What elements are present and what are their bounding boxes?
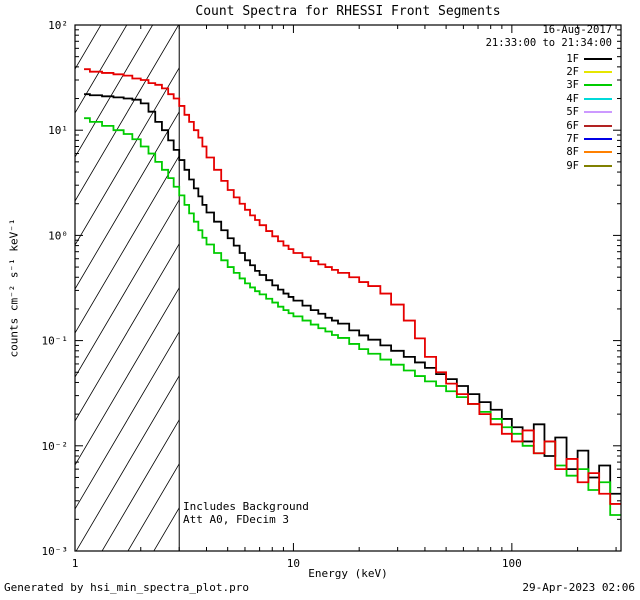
legend-line-swatch <box>584 164 612 167</box>
page-title: Count Spectra for RHESSI Front Segments <box>195 4 501 19</box>
legend-line-swatch <box>584 124 612 127</box>
series-group <box>84 68 621 516</box>
plot-frame <box>74 24 622 552</box>
legend-label: 7F <box>566 133 579 146</box>
y-tick-label: 10⁰ <box>48 229 68 242</box>
x-tick-label: 10 <box>287 557 300 570</box>
plot-notes: Includes Background Att A0, FDecim 3 <box>183 500 309 526</box>
y-tick-label: 10⁻² <box>42 440 69 453</box>
legend-label: 1F <box>566 52 579 65</box>
legend-label: 4F <box>566 92 579 105</box>
x-tick-label: 1 <box>72 557 79 570</box>
note-background: Includes Background <box>183 500 309 513</box>
y-tick-label: 10¹ <box>48 124 68 137</box>
legend-line-swatch <box>584 151 612 154</box>
y-tick-label: 10⁻¹ <box>42 335 69 348</box>
legend-line-swatch <box>584 57 612 60</box>
legend-entry-2f: 2F <box>566 65 612 78</box>
legend-line-swatch <box>584 71 612 74</box>
observation-date: 16-Aug-2017 <box>542 24 612 36</box>
legend-entry-7f: 7F <box>566 132 612 145</box>
legend-label: 3F <box>566 79 579 92</box>
y-axis-label: counts cm⁻² s⁻¹ keV⁻¹ <box>7 218 21 358</box>
y-tick-label: 10⁻³ <box>42 545 69 558</box>
y-tick-label: 10² <box>48 19 68 32</box>
legend-line-swatch <box>584 97 612 100</box>
legend-entry-9f: 9F <box>566 159 612 172</box>
legend-line-swatch <box>584 84 612 87</box>
series-6F-curve <box>84 68 621 505</box>
observation-datetime: 16-Aug-2017 21:33:00 to 21:34:00 <box>486 24 612 50</box>
legend-label: 9F <box>566 159 579 172</box>
x-tick-label: 100 <box>502 557 522 570</box>
series-3F-curve <box>84 117 621 516</box>
legend-label: 5F <box>566 106 579 119</box>
legend-line-swatch <box>584 111 612 114</box>
legend-label: 6F <box>566 119 579 132</box>
legend-entry-8f: 8F <box>566 146 612 159</box>
hatch-region <box>75 25 180 551</box>
legend-entry-4f: 4F <box>566 92 612 105</box>
legend-entry-3f: 3F <box>566 79 612 92</box>
generated-timestamp: 29-Apr-2023 02:06 <box>522 581 635 594</box>
legend-entry-6f: 6F <box>566 119 612 132</box>
legend-entry-5f: 5F <box>566 106 612 119</box>
legend-label: 2F <box>566 66 579 79</box>
observation-time-range: 21:33:00 to 21:34:00 <box>485 37 612 49</box>
detector-legend: 1F 2F 3F 4F 5F 6F 7F 8F 9F <box>566 52 612 173</box>
x-axis-label: Energy (keV) <box>308 567 388 580</box>
legend-entry-1f: 1F <box>566 52 612 65</box>
series-1F-curve <box>84 93 621 495</box>
generated-by-text: Generated by hsi_min_spectra_plot.pro <box>4 581 250 594</box>
legend-label: 8F <box>566 146 579 159</box>
note-attenuator: Att A0, FDecim 3 <box>183 512 289 526</box>
legend-line-swatch <box>584 138 612 141</box>
